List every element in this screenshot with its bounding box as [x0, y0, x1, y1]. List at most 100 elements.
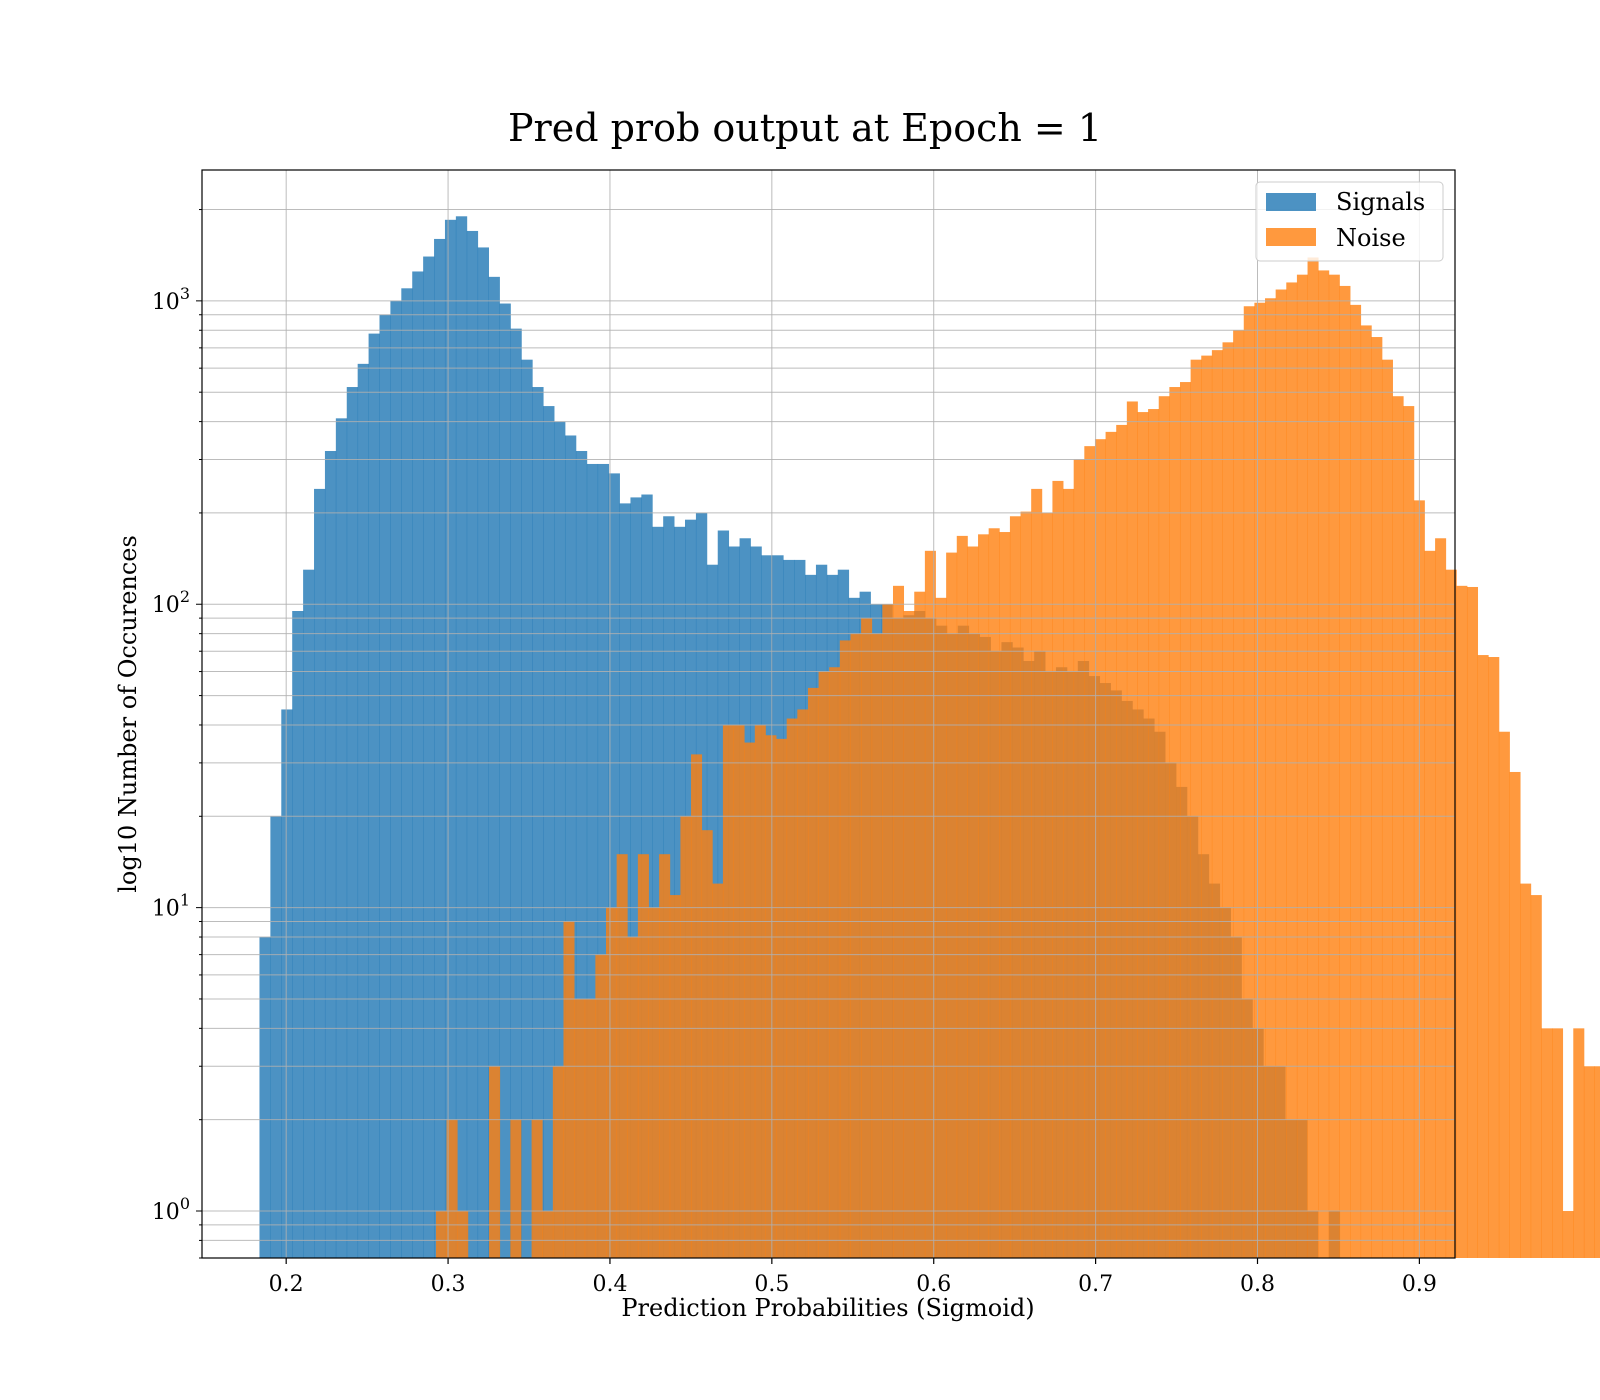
noise-bar	[1169, 387, 1181, 1258]
legend-swatch-signals	[1266, 193, 1316, 211]
noise-bar	[1063, 488, 1075, 1258]
signals-bar	[575, 450, 588, 1258]
signals-bar	[357, 363, 369, 1259]
noise-bar	[1190, 359, 1202, 1258]
noise-bar	[1424, 550, 1436, 1258]
noise-bar	[489, 1066, 501, 1258]
legend-label-noise: Noise	[1336, 224, 1406, 252]
noise-bar	[797, 709, 809, 1258]
signals-bar	[259, 937, 271, 1258]
signals-bar	[543, 406, 555, 1259]
noise-bar	[1403, 406, 1415, 1259]
signals-bar	[390, 300, 402, 1258]
noise-bar	[1583, 1066, 1595, 1258]
noise-bar	[914, 591, 926, 1258]
noise-bar	[584, 998, 596, 1258]
signals-bar	[466, 230, 479, 1259]
signals-bar	[412, 271, 424, 1259]
noise-bar	[978, 534, 990, 1258]
signals-bar	[488, 276, 500, 1259]
signals-bar	[532, 387, 544, 1258]
noise-bar	[669, 895, 681, 1258]
legend-label-signals: Signals	[1336, 188, 1425, 216]
noise-bar	[616, 854, 628, 1258]
plot-frame	[201, 169, 1456, 1259]
noise-bar	[1488, 657, 1500, 1258]
noise-bar	[1530, 895, 1542, 1258]
signals-bar	[652, 526, 664, 1258]
noise-bar	[1116, 424, 1128, 1258]
noise-bar	[807, 687, 819, 1258]
chart-title: Pred prob output at Epoch = 1	[508, 106, 1102, 150]
noise-bar	[1520, 883, 1532, 1258]
noise-bar	[1350, 304, 1362, 1258]
noise-bar	[1233, 330, 1245, 1258]
x-axis: 0.2 0.3 0.4 0.5 0.6 0.7 0.8 0.9	[269, 1258, 1437, 1297]
noise-bar	[1148, 409, 1160, 1258]
x-axis-label: Prediction Probabilities (Sigmoid)	[621, 1294, 1034, 1322]
signals-bar	[499, 303, 511, 1258]
noise-bar	[935, 597, 947, 1258]
signals-bar	[324, 450, 337, 1258]
noise-bar	[1073, 459, 1085, 1258]
noise-bar	[1041, 512, 1053, 1258]
signals-bar	[281, 709, 293, 1258]
x-tick-label: 0.8	[1240, 1272, 1275, 1297]
noise-bar	[1009, 516, 1021, 1258]
noise-bar	[510, 1119, 522, 1258]
noise-bar	[882, 604, 894, 1258]
signals-bar	[630, 497, 642, 1258]
noise-bar	[552, 1066, 564, 1258]
noise-bar	[712, 883, 724, 1258]
signals-bar	[510, 328, 522, 1258]
plot-area	[201, 169, 1600, 1259]
noise-bar	[839, 640, 851, 1258]
noise-bar	[1371, 337, 1383, 1258]
signals-bar	[270, 816, 282, 1258]
noise-bar	[691, 754, 703, 1258]
y-axis-label: log10 Number of Occurences	[114, 535, 142, 893]
x-tick-label: 0.6	[916, 1272, 951, 1297]
noise-bar	[1435, 538, 1447, 1258]
noise-bar	[1552, 1028, 1564, 1258]
noise-bar	[1158, 396, 1170, 1259]
signals-bar	[564, 435, 577, 1259]
noise-bar	[829, 667, 841, 1258]
noise-bar	[1020, 511, 1032, 1258]
noise-bar	[861, 618, 873, 1258]
signals-bar	[368, 333, 380, 1259]
noise-bar	[1541, 1028, 1553, 1258]
noise-bar	[999, 532, 1011, 1258]
signals-bar	[608, 473, 620, 1258]
signals-bar	[401, 288, 413, 1258]
y-tick-label: 102	[152, 587, 190, 618]
x-tick-label: 0.2	[269, 1272, 304, 1297]
noise-bar	[435, 1211, 447, 1258]
x-tick-label: 0.5	[754, 1272, 789, 1297]
noise-bar	[1562, 1211, 1574, 1258]
noise-series	[435, 257, 1600, 1259]
signals-bar	[379, 314, 391, 1258]
noise-bar	[1594, 1066, 1600, 1258]
noise-bar	[1265, 298, 1277, 1258]
signals-bar	[477, 247, 489, 1258]
noise-bar	[701, 830, 713, 1258]
noise-bar	[1509, 771, 1521, 1258]
noise-bar	[457, 1211, 469, 1258]
noise-bar	[606, 907, 618, 1258]
y-tick-label: 103	[152, 284, 190, 315]
noise-bar	[722, 724, 734, 1258]
noise-bar	[648, 907, 660, 1258]
noise-bar	[1254, 302, 1266, 1259]
noise-bar	[1339, 285, 1351, 1258]
noise-bar	[765, 735, 777, 1258]
x-tick-label: 0.7	[1078, 1272, 1113, 1297]
signals-bar	[292, 611, 304, 1258]
signals-bar	[674, 526, 686, 1258]
noise-bar	[1126, 401, 1138, 1259]
noise-bar	[627, 937, 639, 1258]
noise-bar	[786, 718, 798, 1258]
noise-bar	[446, 1119, 458, 1258]
noise-bar	[637, 854, 649, 1258]
legend: Signals Noise	[1255, 181, 1444, 262]
